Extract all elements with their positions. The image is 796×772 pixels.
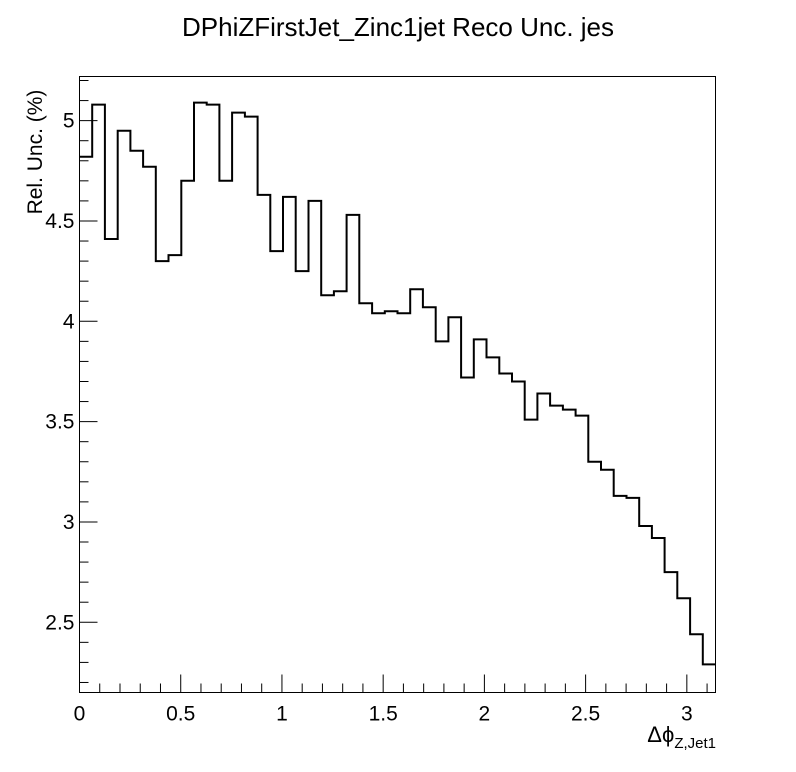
y-axis-label: Rel. Unc. (%): [24, 90, 47, 215]
y-tick-label: 5: [63, 110, 75, 133]
y-tick-label: 3: [63, 511, 75, 534]
plot-frame: [79, 76, 716, 693]
chart-title: DPhiZFirstJet_Zinc1jet Reco Unc. jes: [182, 12, 614, 42]
x-tick-label: 1: [276, 703, 288, 726]
y-tick-label: 3.5: [45, 411, 74, 434]
x-tick-label: 0.5: [166, 703, 195, 726]
x-tick-label: 2.5: [571, 703, 600, 726]
x-tick-label: 1.5: [369, 703, 398, 726]
x-tick-label: 2: [479, 703, 491, 726]
histogram-line: [79, 101, 716, 666]
x-axis-label: ΔϕZ,Jet1: [647, 722, 716, 752]
x-tick-label: 3: [681, 703, 693, 726]
x-tick-label: 0: [74, 703, 86, 726]
y-tick-label: 4.5: [45, 210, 74, 233]
y-tick-label: 2.5: [45, 611, 74, 634]
y-tick-label: 4: [63, 310, 75, 333]
